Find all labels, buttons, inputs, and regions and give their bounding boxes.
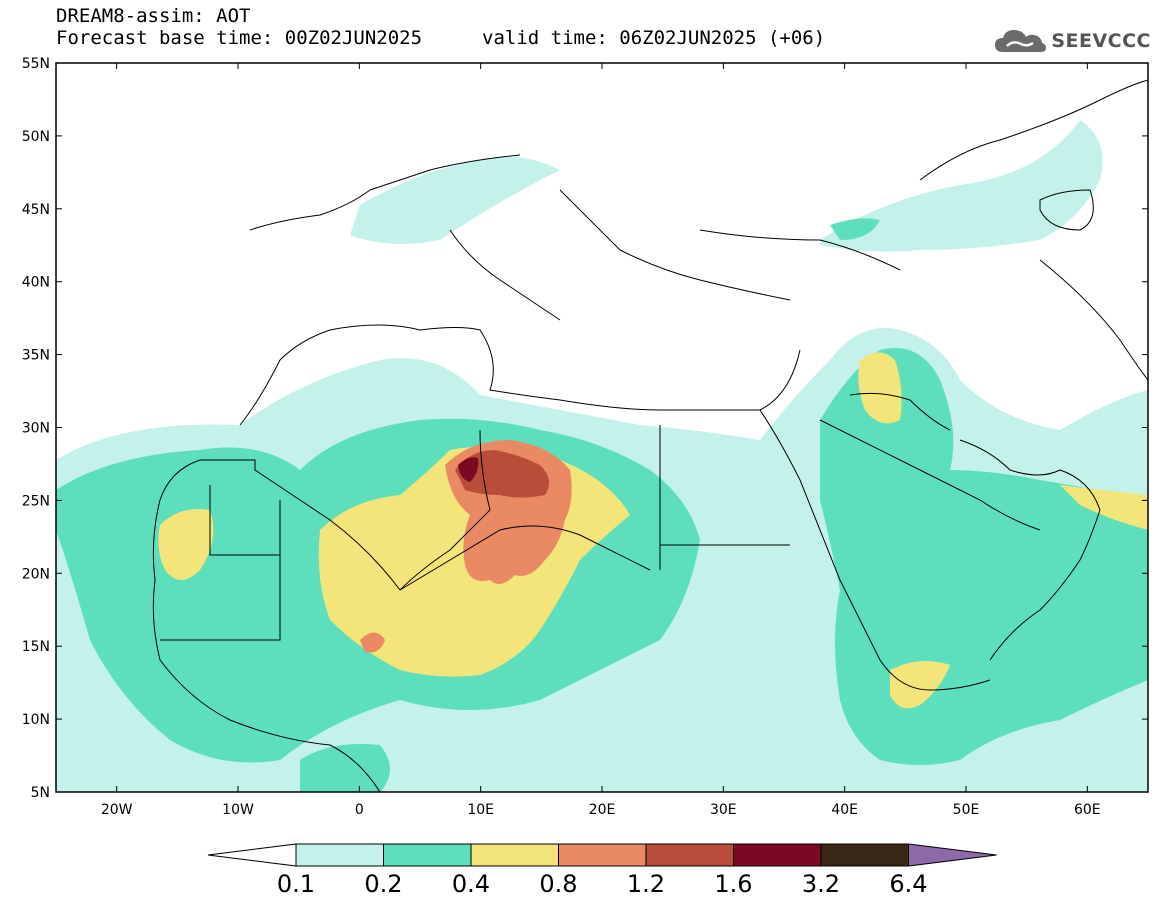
colorbar-low-triangle [207, 843, 297, 867]
aot-level-1.2 [455, 450, 549, 498]
colorbar-swatch [820, 843, 909, 867]
coastlines [152, 79, 1148, 792]
lat-tick-label: 15N [22, 639, 50, 655]
logo-text: SEEVCCC [1051, 30, 1151, 52]
colorbar-label: 0.2 [364, 870, 402, 898]
aot-level-1.6 [458, 457, 479, 482]
lon-tick-label: 10E [467, 802, 494, 818]
lon-tick-label: 0 [355, 802, 364, 818]
lat-tick-label: 45N [22, 202, 50, 218]
lon-tick-label: 10W [222, 802, 254, 818]
colorbar-swatch [383, 843, 472, 867]
lat-tick-label: 55N [22, 56, 50, 72]
colorbar-label: 0.1 [277, 870, 315, 898]
colorbar-swatch [645, 843, 734, 867]
seevccc-logo: SEEVCCC [993, 26, 1151, 56]
colorbar-swatch [558, 843, 647, 867]
lon-tick-label: 60E [1074, 802, 1101, 818]
colorbar-swatch [733, 843, 822, 867]
lon-axis: 20W 10W 0 10E 20E 30E 40E 50E 60E [101, 63, 1101, 818]
aot-field [56, 63, 1148, 792]
lon-tick-label: 20E [589, 802, 616, 818]
colorbar-label: 3.2 [802, 870, 840, 898]
lon-tick-label: 30E [710, 802, 737, 818]
valid-time: valid time: 06Z02JUN2025 (+06) [482, 27, 826, 49]
lon-tick-label: 20W [101, 802, 133, 818]
colorbar-label: 1.2 [627, 870, 665, 898]
colorbar-label: 0.8 [539, 870, 577, 898]
cloud-icon [995, 30, 1047, 52]
map-title: DREAM8-assim: AOT [56, 5, 251, 27]
colorbar-label: 6.4 [889, 870, 927, 898]
colorbar-high-triangle [908, 843, 997, 867]
lat-tick-label: 10N [22, 712, 50, 728]
lon-tick-label: 40E [831, 802, 858, 818]
lat-tick-label: 50N [22, 129, 50, 145]
lat-tick-label: 40N [22, 275, 50, 291]
colorbar-label: 0.4 [452, 870, 490, 898]
base-time: Forecast base time: 00Z02JUN2025 [56, 27, 423, 49]
colorbar-swatch [470, 843, 559, 867]
colorbar-label: 1.6 [714, 870, 752, 898]
lat-axis: 55N 50N 45N 40N 35N 30N 25N 20N 15N 10N 5N [22, 56, 1148, 801]
lat-tick-label: 30N [22, 421, 50, 437]
lat-tick-label: 5N [31, 785, 50, 801]
colorbar: 0.1 0.2 0.4 0.8 1.2 1.6 3.2 6.4 [207, 843, 997, 898]
lon-tick-label: 50E [953, 802, 980, 818]
colorbar-swatch [295, 843, 384, 867]
lat-tick-label: 25N [22, 493, 50, 509]
lat-tick-label: 35N [22, 348, 50, 364]
lat-tick-label: 20N [22, 566, 50, 582]
